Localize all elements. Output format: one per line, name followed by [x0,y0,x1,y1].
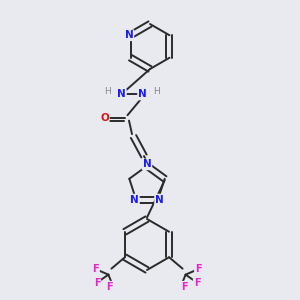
Text: F: F [195,264,202,274]
Text: N: N [155,194,164,205]
Text: H: H [104,87,110,96]
Text: C: C [185,274,186,275]
Text: C: C [108,274,109,275]
Text: N: N [117,89,126,100]
Text: F: F [92,264,99,274]
Text: F: F [94,278,100,288]
Text: N: N [130,194,139,205]
Text: F: F [181,282,188,292]
Text: N: N [142,159,152,170]
Text: F: F [194,278,200,288]
Text: H: H [154,87,160,96]
Text: N: N [138,89,147,100]
Text: O: O [100,112,109,123]
Text: F: F [106,282,113,292]
Text: N: N [124,30,134,40]
